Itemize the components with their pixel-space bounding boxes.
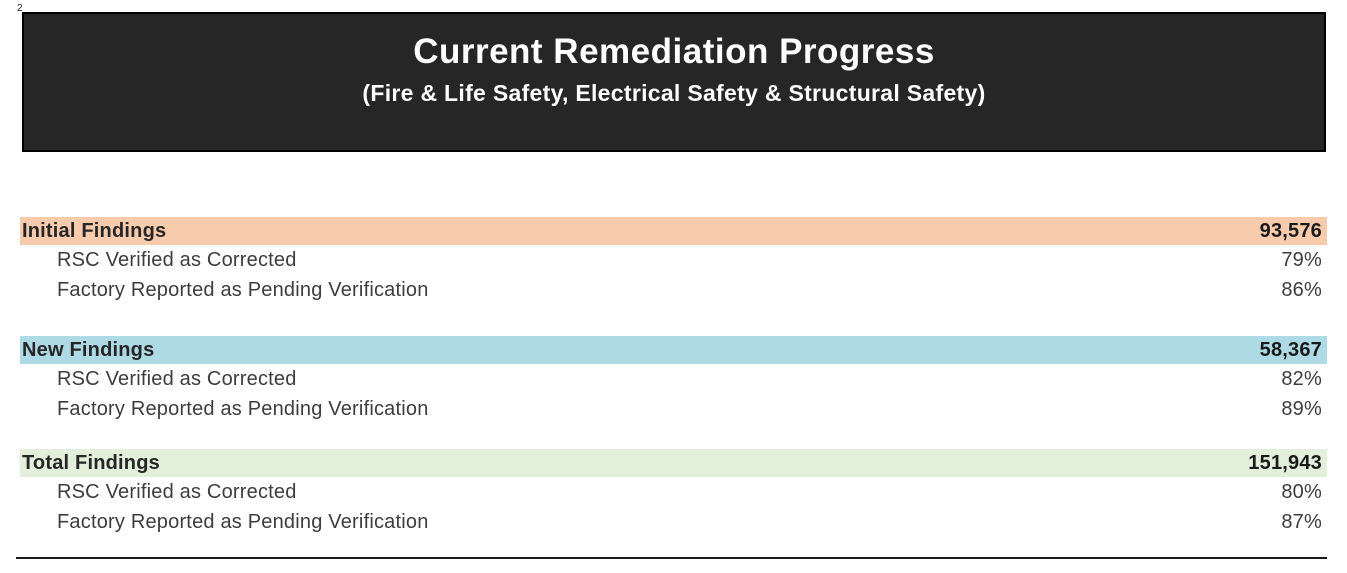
row-value: 89% <box>1281 397 1322 420</box>
table-row: RSC Verified as Corrected 80% <box>20 477 1327 507</box>
title-banner: Current Remediation Progress (Fire & Lif… <box>22 12 1326 152</box>
section-spacer <box>20 424 1327 449</box>
section-label: Initial Findings <box>22 219 167 242</box>
page-subtitle: (Fire & Life Safety, Electrical Safety &… <box>362 79 986 106</box>
row-value: 87% <box>1281 510 1322 533</box>
section-header-row: Total Findings 151,943 <box>20 449 1327 477</box>
row-value: 82% <box>1281 367 1322 390</box>
section-total-findings: Total Findings 151,943 RSC Verified as C… <box>20 449 1327 537</box>
section-new-findings: New Findings 58,367 RSC Verified as Corr… <box>20 336 1327 424</box>
row-label: RSC Verified as Corrected <box>57 480 297 503</box>
section-initial-findings: Initial Findings 93,576 RSC Verified as … <box>20 217 1327 305</box>
row-value: 80% <box>1281 480 1322 503</box>
section-label: Total Findings <box>22 451 160 474</box>
section-total-value: 58,367 <box>1259 338 1322 361</box>
row-label: Factory Reported as Pending Verification <box>57 278 429 301</box>
row-label: Factory Reported as Pending Verification <box>57 510 429 533</box>
section-header-row: New Findings 58,367 <box>20 336 1327 364</box>
row-label: RSC Verified as Corrected <box>57 367 297 390</box>
section-total-value: 93,576 <box>1259 219 1322 242</box>
row-value: 79% <box>1281 248 1322 271</box>
table-row: RSC Verified as Corrected 79% <box>20 245 1327 275</box>
section-header-row: Initial Findings 93,576 <box>20 217 1327 245</box>
bottom-divider <box>16 557 1327 559</box>
row-value: 86% <box>1281 278 1322 301</box>
table-row: Factory Reported as Pending Verification… <box>20 394 1327 424</box>
page-title: Current Remediation Progress <box>413 32 935 71</box>
section-total-value: 151,943 <box>1248 451 1322 474</box>
table-row: Factory Reported as Pending Verification… <box>20 275 1327 305</box>
page-number: 2 <box>17 3 23 14</box>
table-row: RSC Verified as Corrected 82% <box>20 364 1327 394</box>
section-label: New Findings <box>22 338 155 361</box>
findings-table: Initial Findings 93,576 RSC Verified as … <box>20 217 1327 537</box>
row-label: Factory Reported as Pending Verification <box>57 397 429 420</box>
table-row: Factory Reported as Pending Verification… <box>20 507 1327 537</box>
section-spacer <box>20 305 1327 336</box>
row-label: RSC Verified as Corrected <box>57 248 297 271</box>
